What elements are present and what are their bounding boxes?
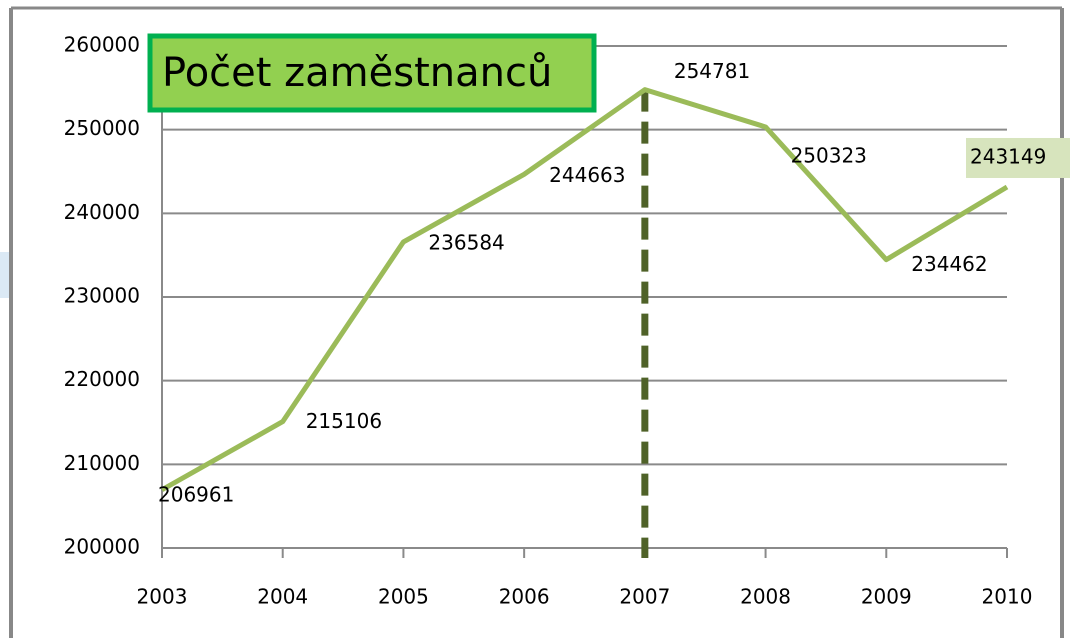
data-label: 250323	[791, 143, 867, 167]
y-tick-label: 210000	[64, 451, 140, 475]
y-tick-label: 250000	[64, 116, 140, 140]
data-label: 243149	[970, 144, 1046, 168]
x-tick-label: 2010	[982, 585, 1033, 609]
y-tick-label: 260000	[64, 33, 140, 57]
y-tick-label: 200000	[64, 535, 140, 559]
x-tick-label: 2008	[740, 585, 791, 609]
data-label: 215106	[306, 409, 382, 433]
data-label: 244663	[549, 163, 625, 187]
chart-title: Počet zaměstnanců	[162, 50, 552, 96]
marks: 206961 215106 236584 244663 254781 250323 2344…	[158, 59, 1070, 558]
data-label: 234462	[911, 252, 987, 276]
x-tick-label: 2005	[378, 585, 429, 609]
x-tick-label: 2004	[257, 585, 308, 609]
grid: 200000 210000 220000 230000 240000 250000 2600…	[64, 33, 1033, 609]
y-tick-label: 230000	[64, 284, 140, 308]
data-label: 254781	[674, 59, 750, 83]
title-box	[147, 33, 597, 113]
data-label-box	[966, 137, 1070, 178]
x-tick-label: 2009	[861, 585, 912, 609]
side-tab	[0, 252, 10, 298]
y-tick-label: 220000	[64, 367, 140, 391]
y-tick-label: 240000	[64, 200, 140, 224]
data-label: 206961	[158, 482, 234, 506]
series-line	[160, 87, 1009, 492]
data-label: 236584	[428, 230, 504, 254]
x-tick-label: 2007	[619, 585, 670, 609]
x-tick-label: 2006	[499, 585, 550, 609]
x-tick-label: 2003	[137, 585, 188, 609]
